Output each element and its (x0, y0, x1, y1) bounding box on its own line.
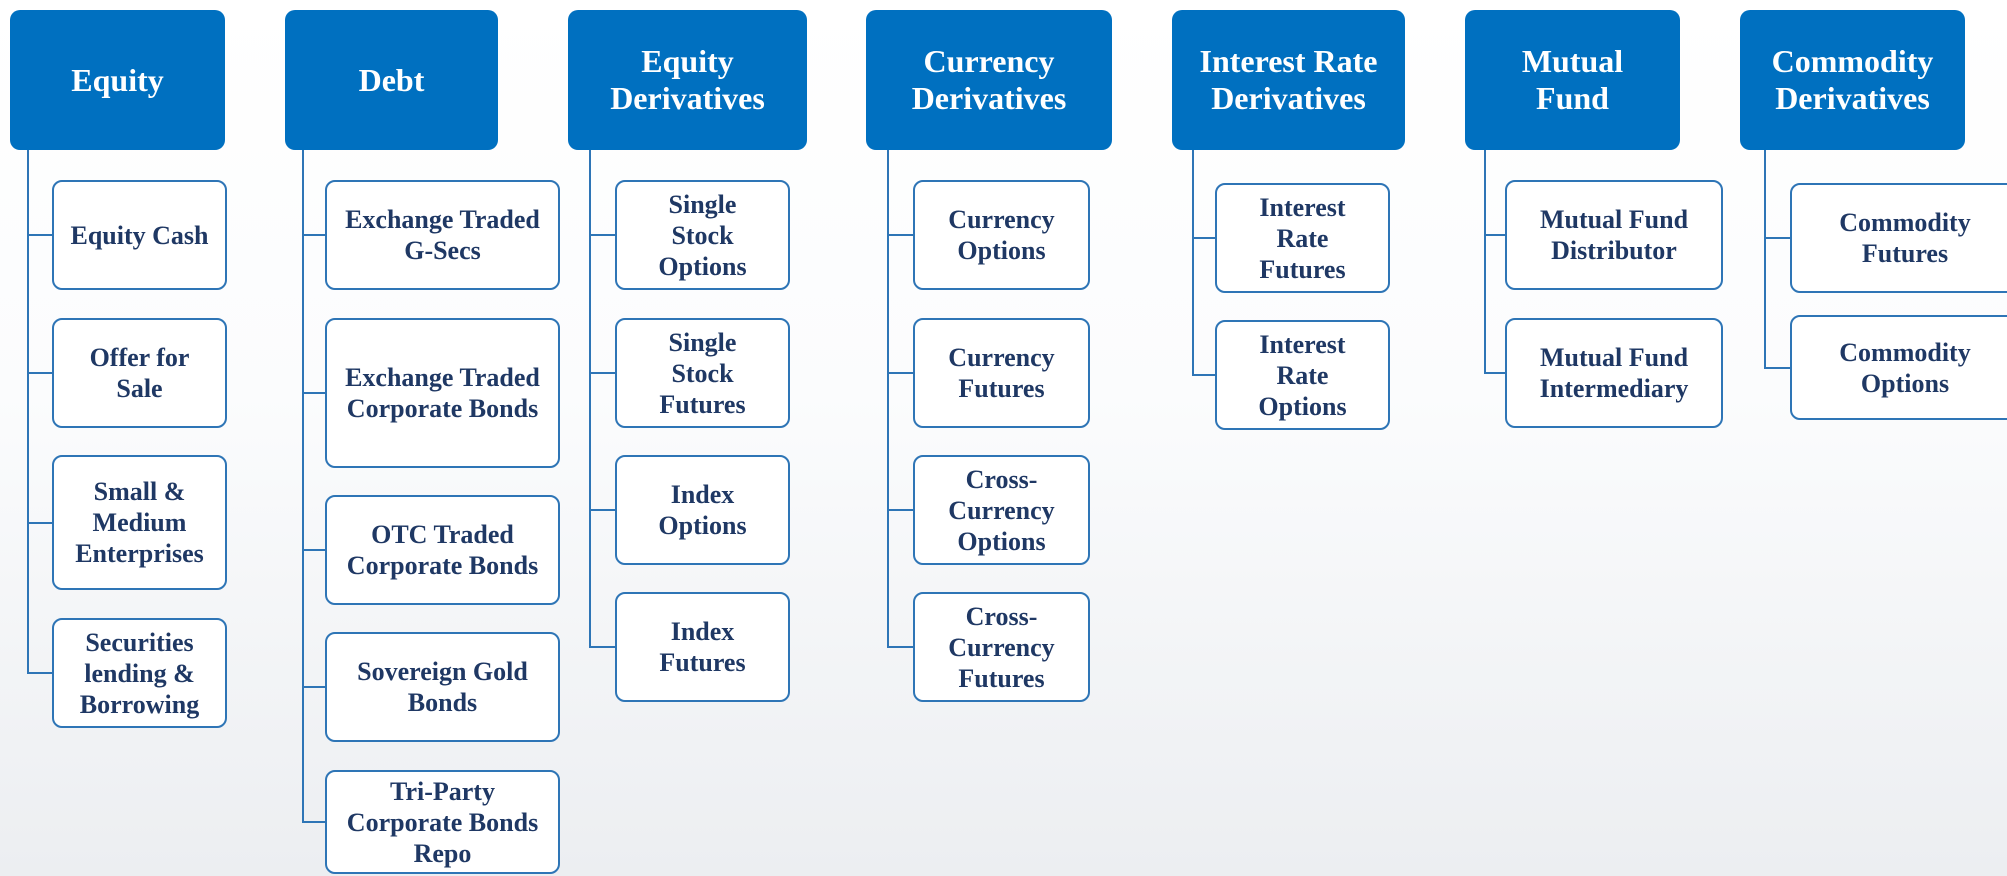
segment-header: Commodity Derivatives (1740, 10, 1965, 150)
segment-item: Exchange Traded G-Secs (325, 180, 560, 290)
connector (590, 646, 615, 648)
segment-item: Commodity Futures (1790, 183, 2007, 293)
segment-header: Currency Derivatives (866, 10, 1112, 150)
segment-item: Cross-Currency Options (913, 455, 1090, 565)
segment-item: Mutual Fund Intermediary (1505, 318, 1723, 428)
segment-item: Interest Rate Options (1215, 320, 1390, 430)
connector (590, 234, 615, 236)
segment-item: Interest Rate Futures (1215, 183, 1390, 293)
connector (28, 372, 52, 374)
segment-item: Sovereign Gold Bonds (325, 632, 560, 742)
connector (303, 549, 325, 551)
connector (1765, 237, 1790, 239)
segment-header: Mutual Fund (1465, 10, 1680, 150)
connector (303, 686, 325, 688)
connector-trunk (1484, 150, 1486, 374)
segment-item: Cross-Currency Futures (913, 592, 1090, 702)
connector-trunk (887, 150, 889, 648)
connector-trunk (302, 150, 304, 823)
connector-trunk (589, 150, 591, 648)
connector (590, 509, 615, 511)
connector (888, 509, 913, 511)
segment-item: Commodity Options (1790, 315, 2007, 420)
segment-header: Debt (285, 10, 498, 150)
connector (28, 234, 52, 236)
connector (1485, 372, 1505, 374)
connector (1485, 234, 1505, 236)
segment-item: Tri-Party Corporate Bonds Repo (325, 770, 560, 874)
connector-trunk (1192, 150, 1194, 376)
connector-trunk (27, 150, 29, 674)
connector (303, 392, 325, 394)
segment-item: Index Options (615, 455, 790, 565)
segment-item: Securities lending & Borrowing (52, 618, 227, 728)
segment-item: Single Stock Options (615, 180, 790, 290)
segment-item: Equity Cash (52, 180, 227, 290)
segment-header: Interest Rate Derivatives (1172, 10, 1405, 150)
connector (590, 372, 615, 374)
segment-item: Currency Futures (913, 318, 1090, 428)
segment-item: Offer for Sale (52, 318, 227, 428)
segment-item: Mutual Fund Distributor (1505, 180, 1723, 290)
connector (888, 372, 913, 374)
segment-item: Currency Options (913, 180, 1090, 290)
connector (888, 646, 913, 648)
connector (303, 234, 325, 236)
connector (1765, 366, 1790, 369)
segment-item: OTC Traded Corporate Bonds (325, 495, 560, 605)
connector (888, 234, 913, 236)
connector (303, 821, 325, 823)
connector-trunk (1764, 150, 1766, 369)
segment-item: Exchange Traded Corporate Bonds (325, 318, 560, 468)
segment-item: Single Stock Futures (615, 318, 790, 428)
segment-item: Index Futures (615, 592, 790, 702)
connector (1193, 374, 1215, 376)
connector (28, 521, 52, 524)
connector (1193, 237, 1215, 239)
connector (28, 672, 52, 674)
segment-item: Small & Medium Enterprises (52, 455, 227, 590)
segment-header: Equity (10, 10, 225, 150)
segment-header: Equity Derivatives (568, 10, 807, 150)
